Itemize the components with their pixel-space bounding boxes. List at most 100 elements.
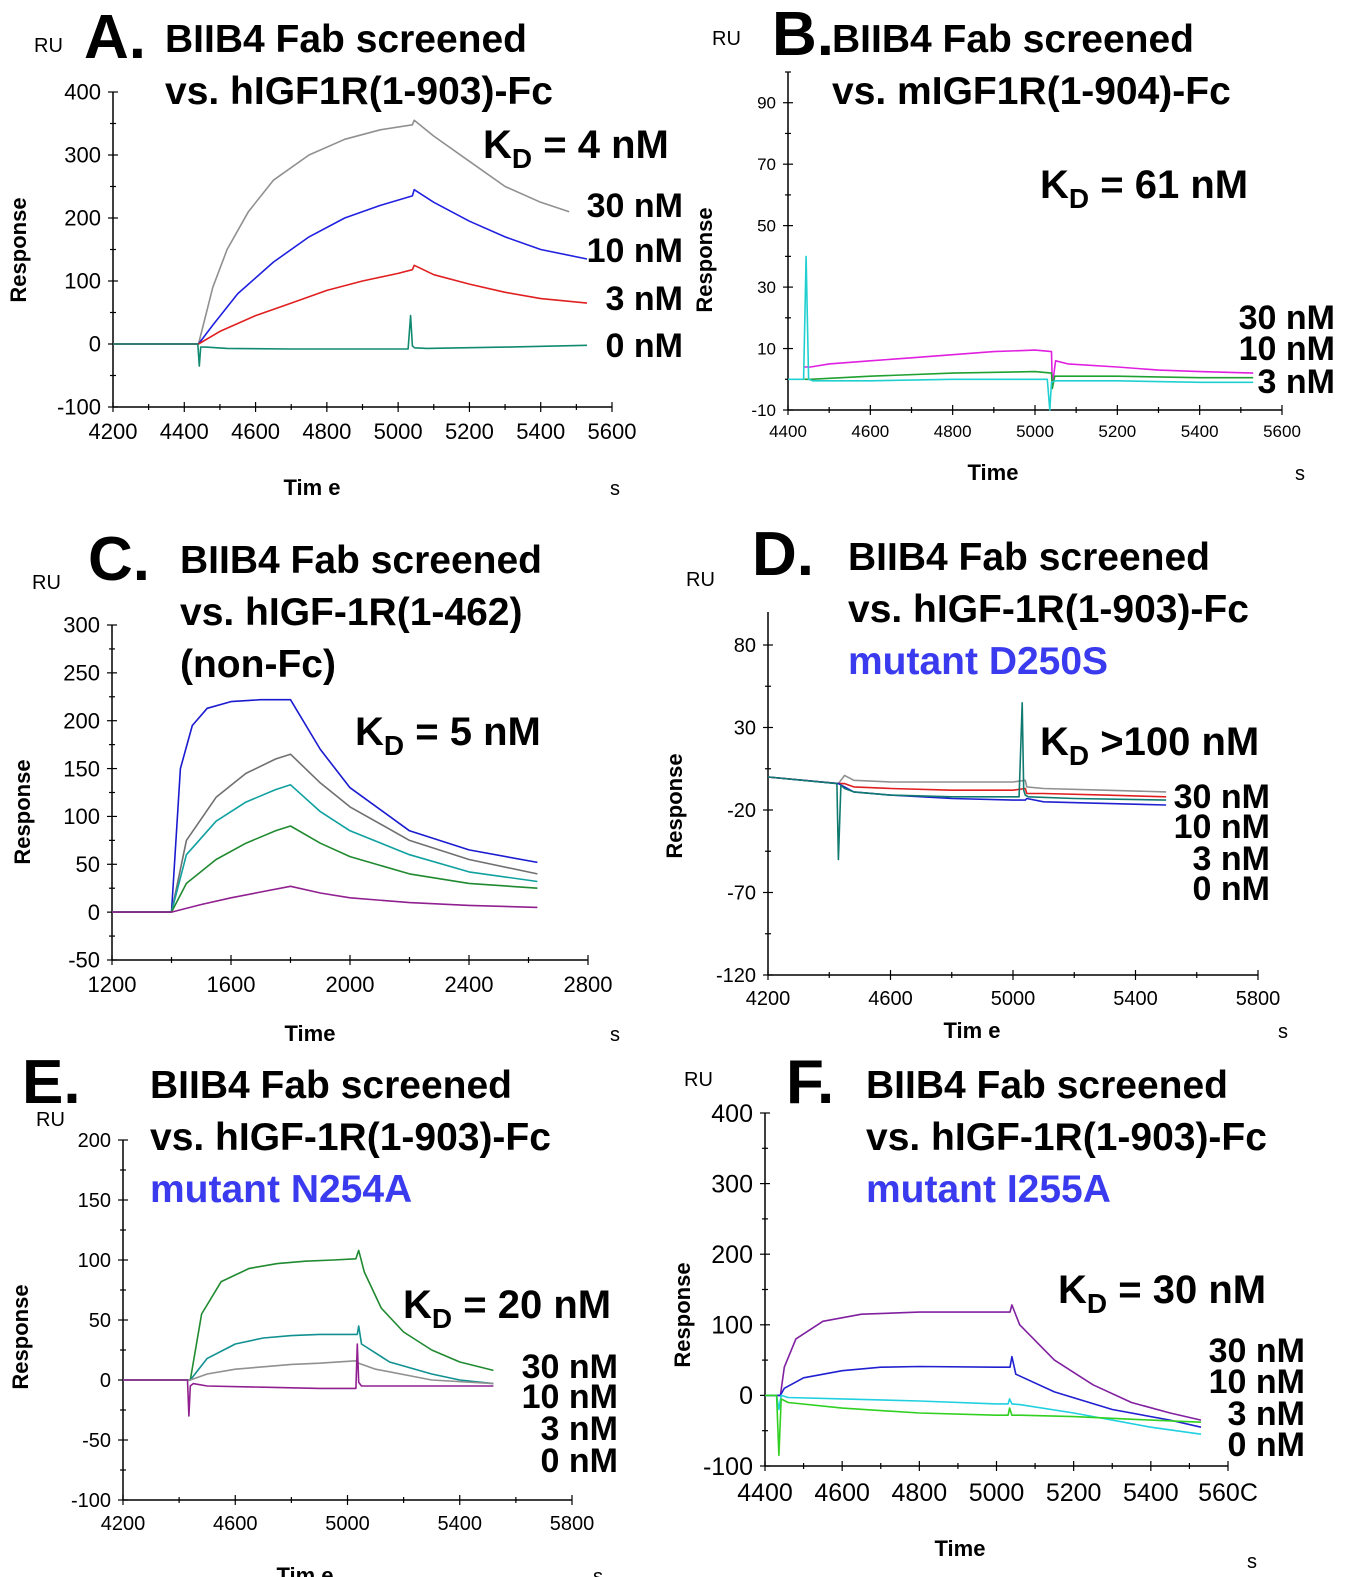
concentration-label: 30 nM: [1209, 1332, 1305, 1370]
panel-title-line: BIIB4 Fab screened: [866, 1064, 1228, 1107]
x-tick-label: 5000: [374, 419, 423, 444]
y-tick-label: -50: [68, 948, 100, 973]
y-tick-label: 100: [711, 1312, 753, 1340]
concentration-label: 0 nM: [1193, 870, 1270, 908]
x-axis-unit: s: [593, 1566, 603, 1577]
concentration-label: 3 nM: [1193, 840, 1270, 878]
x-tick-label: 560C: [1198, 1479, 1258, 1507]
series-line-d-2: [767, 776, 1167, 806]
y-tick-label: 0: [100, 1370, 111, 1392]
series-line-c-1: [112, 753, 538, 913]
y-tick-label: 200: [64, 206, 101, 231]
x-axis-label: Tim e: [283, 475, 340, 500]
x-axis-label: Time: [285, 1021, 336, 1046]
series-line-a-3: [113, 314, 588, 367]
x-tick-label: 5400: [1113, 988, 1158, 1010]
kd-symbol: K: [1040, 720, 1069, 764]
y-axis-unit: RU: [712, 28, 741, 50]
concentration-label: 0 nM: [1228, 1426, 1305, 1464]
x-axis-label: Tim e: [276, 1563, 333, 1577]
mutant-label: mutant I255A: [866, 1168, 1111, 1211]
concentration-label: 3 nM: [1228, 1395, 1305, 1433]
series-line-f-1: [765, 1355, 1202, 1428]
y-tick-label: 50: [757, 217, 776, 236]
panel-letter: B.: [772, 0, 834, 69]
y-tick-label: 200: [711, 1241, 753, 1269]
panel-letter: D.: [752, 520, 814, 589]
y-axis-label: Response: [670, 1262, 695, 1367]
x-tick-label: 4600: [851, 422, 889, 441]
series-line-b-2: [788, 255, 1254, 411]
kd-subscript: D: [432, 1303, 452, 1334]
y-tick-label: -120: [716, 965, 756, 987]
x-tick-label: 5400: [1181, 422, 1219, 441]
concentration-label: 10 nM: [1239, 330, 1335, 368]
kd-symbol: K: [403, 1283, 432, 1327]
x-tick-label: 4400: [160, 419, 209, 444]
concentration-label: 30 nM: [1174, 778, 1270, 816]
y-tick-label: 80: [734, 635, 756, 657]
concentration-label: 10 nM: [587, 232, 683, 270]
y-tick-label: 0: [89, 332, 101, 357]
y-axis-unit: RU: [684, 1069, 713, 1091]
y-tick-label: 300: [63, 613, 100, 638]
x-tick-label: 5600: [1263, 422, 1301, 441]
x-axis-label: Time: [968, 460, 1019, 485]
x-tick-label: 4800: [934, 422, 972, 441]
x-tick-label: 2800: [564, 972, 613, 997]
x-tick-label: 5800: [1236, 988, 1281, 1010]
x-tick-label: 2400: [445, 972, 494, 997]
series-line-d-1: [767, 776, 1167, 798]
series-line-c-3: [112, 825, 538, 913]
concentration-label: 0 nM: [606, 327, 683, 365]
concentration-label: 30 nM: [1239, 299, 1335, 337]
kd-subscript: D: [1069, 740, 1089, 771]
series-line-b-0: [804, 349, 1254, 387]
x-tick-label: 5200: [1098, 422, 1136, 441]
x-tick-label: 4200: [101, 1513, 146, 1535]
series-line-d-0: [767, 774, 1167, 793]
series-line-a-2: [113, 264, 588, 345]
panel-title-line: vs. mIGF1R(1-904)-Fc: [832, 70, 1231, 113]
concentration-label: 0 nM: [541, 1442, 618, 1480]
y-axis-unit: RU: [32, 572, 61, 594]
y-tick-label: 50: [89, 1310, 111, 1332]
y-axis-label: Response: [6, 197, 31, 302]
kd-annotation: KD = 4 nM: [483, 123, 669, 174]
mutant-label: mutant N254A: [150, 1168, 412, 1211]
x-tick-label: 1600: [207, 972, 256, 997]
panel-letter: C.: [88, 525, 150, 594]
x-tick-label: 4400: [769, 422, 807, 441]
x-tick-label: 5000: [969, 1479, 1025, 1507]
kd-symbol: K: [1058, 1268, 1087, 1312]
x-tick-label: 5800: [550, 1513, 595, 1535]
series-line-f-0: [765, 1304, 1202, 1421]
y-tick-label: 90: [757, 94, 776, 113]
x-tick-label: 4600: [868, 988, 913, 1010]
kd-symbol: K: [1040, 163, 1069, 207]
y-tick-label: -20: [727, 800, 756, 822]
panel-title-line: vs. hIGF1R(1-903)-Fc: [165, 70, 553, 113]
panel-title-line: BIIB4 Fab screened: [180, 539, 542, 582]
panel-b: 4400 4600 4800 5000 5200 5400 5600 -10 10 30 50 70 9…: [692, 0, 1335, 485]
y-axis-label: Response: [692, 207, 717, 312]
series-line-e-0: [123, 1249, 494, 1381]
x-tick-label: 4800: [302, 419, 351, 444]
y-tick-label: 200: [78, 1130, 111, 1152]
kd-subscript: D: [384, 730, 404, 761]
panel-f: 4400 4600 4800 5000 5200 5400 560C -100 0 100 200 3…: [670, 1048, 1305, 1573]
y-tick-label: 400: [711, 1100, 753, 1128]
kd-value: = 30 nM: [1107, 1268, 1266, 1312]
x-tick-label: 4600: [231, 419, 280, 444]
kd-annotation: KD = 5 nM: [355, 710, 541, 761]
x-axis-label: Tim e: [943, 1018, 1000, 1043]
x-tick-label: 4600: [213, 1513, 258, 1535]
series-line-e-1: [123, 1325, 494, 1385]
y-tick-label: 0: [739, 1382, 753, 1410]
series-line-a-0: [113, 119, 570, 345]
series-line-f-2: [765, 1394, 1202, 1435]
y-tick-label: -100: [57, 395, 101, 420]
y-tick-label: 150: [78, 1190, 111, 1212]
kd-annotation: KD >100 nM: [1040, 720, 1259, 771]
